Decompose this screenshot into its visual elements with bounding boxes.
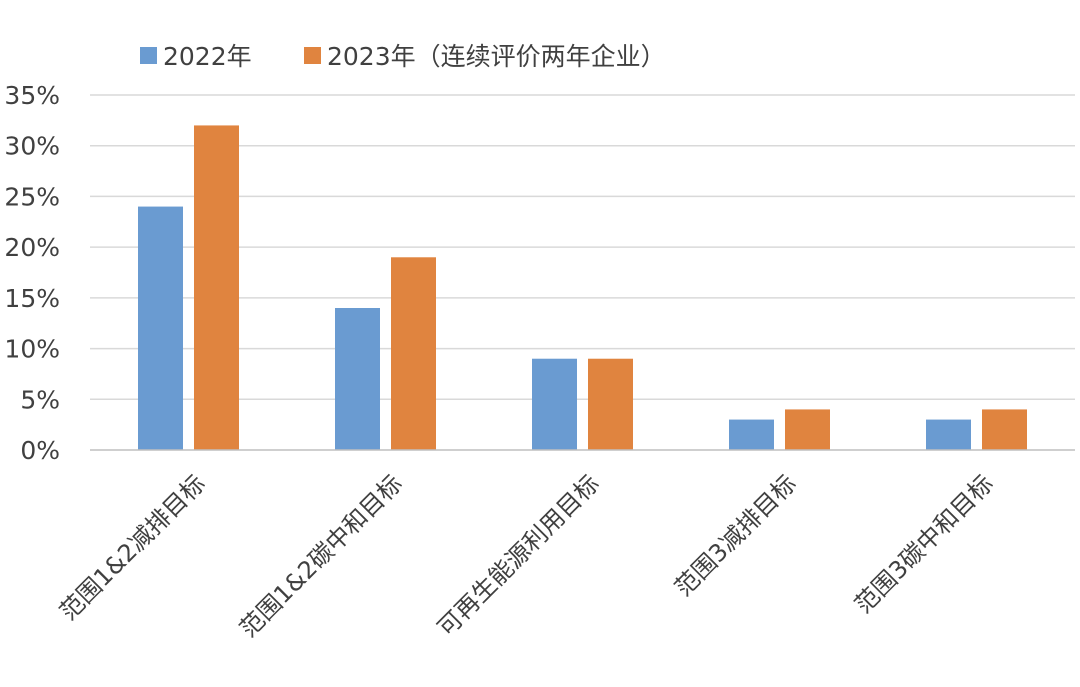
y-tick-label: 5% — [20, 385, 60, 414]
bars — [138, 125, 1027, 450]
x-category-label: 范围1&2碳中和目标 — [234, 469, 407, 642]
x-category-label: 范围3减排目标 — [669, 469, 801, 601]
x-category-label: 范围1&2减排目标 — [54, 469, 210, 625]
gridlines — [90, 94, 1075, 401]
bar-2023-4 — [982, 409, 1027, 450]
x-axis-category-labels: 范围1&2减排目标 范围1&2碳中和目标 可再生能源利用目标 范围3减排目标 范围3碳中… — [54, 469, 998, 642]
x-category-label: 可再生能源利用目标 — [432, 469, 605, 642]
bar-2023-0 — [194, 125, 239, 450]
bar-2022-0 — [138, 206, 183, 450]
y-tick-label: 15% — [4, 284, 60, 313]
legend: 2022年 2023年（连续评价两年企业） — [140, 42, 666, 71]
y-tick-label: 30% — [4, 132, 60, 161]
bar-2022-4 — [926, 419, 971, 450]
y-tick-label: 20% — [4, 233, 60, 262]
bar-2022-3 — [729, 419, 774, 450]
y-tick-label: 35% — [4, 81, 60, 110]
legend-label-2022: 2022年 — [163, 42, 252, 71]
legend-swatch-2023 — [304, 47, 321, 64]
bar-2023-3 — [785, 409, 830, 450]
y-tick-label: 25% — [4, 182, 60, 211]
y-axis-tick-labels: 0% 5% 10% 15% 20% 25% 30% 35% — [4, 81, 60, 465]
legend-label-2023: 2023年（连续评价两年企业） — [327, 42, 666, 71]
y-tick-label: 10% — [4, 335, 60, 364]
bar-2022-2 — [532, 358, 577, 450]
legend-swatch-2022 — [140, 47, 157, 64]
bar-2023-2 — [588, 358, 633, 450]
x-category-label: 范围3碳中和目标 — [849, 469, 998, 618]
bar-2023-1 — [391, 257, 436, 450]
y-tick-label: 0% — [20, 436, 60, 465]
bar-2022-1 — [335, 308, 380, 450]
